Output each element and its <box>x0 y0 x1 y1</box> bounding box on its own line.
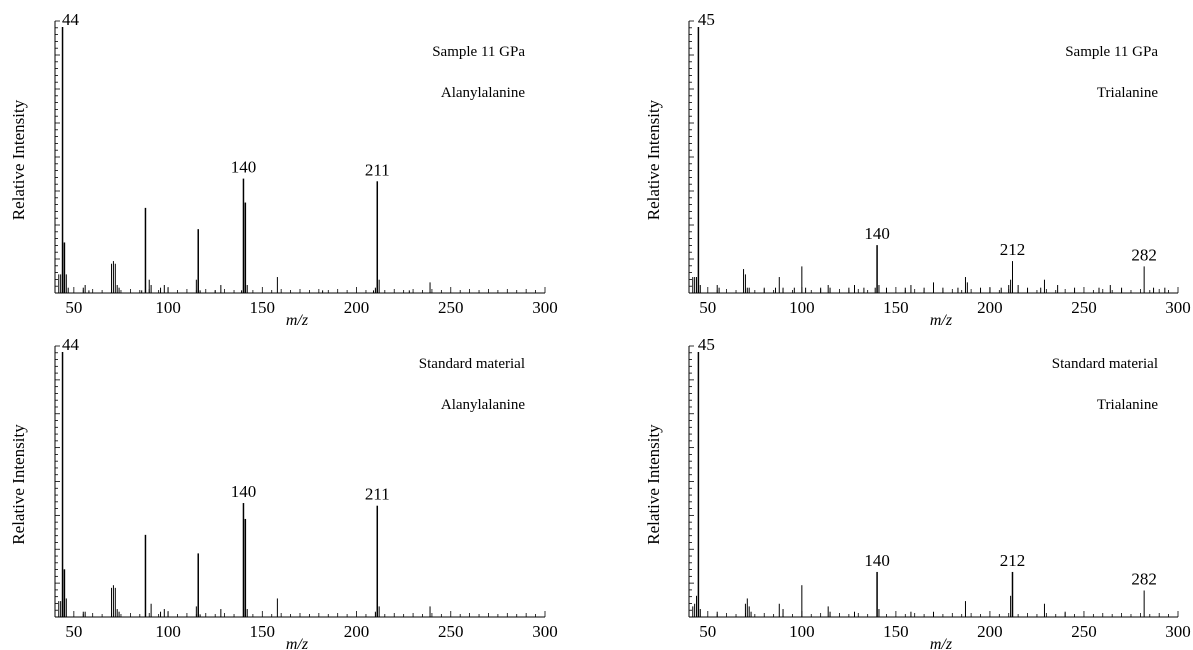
panel-annotation: Sample 11 GPa <box>432 44 525 60</box>
y-axis-label: Relative Intensity <box>644 99 663 220</box>
peak-label: 211 <box>365 485 390 504</box>
x-tick-label: 300 <box>532 622 558 641</box>
x-tick-label: 300 <box>1165 622 1191 641</box>
x-tick-label: 150 <box>883 298 909 317</box>
x-tick-label: 50 <box>699 622 716 641</box>
x-tick-label: 250 <box>1071 622 1097 641</box>
x-tick-label: 200 <box>344 298 370 317</box>
x-axis-label: m/z <box>930 636 953 650</box>
peak-label: 282 <box>1131 570 1157 589</box>
peak-label: 140 <box>231 482 257 501</box>
peak-label: 140 <box>864 224 890 243</box>
x-tick-label: 50 <box>65 298 82 317</box>
panel-annotation: Trialanine <box>1097 85 1158 101</box>
peak-label: 282 <box>1131 245 1157 264</box>
x-tick-label: 100 <box>789 622 815 641</box>
panel-annotation: Standard material <box>1052 356 1158 372</box>
x-axis-label: m/z <box>286 636 309 650</box>
peak-label: 44 <box>62 10 80 29</box>
panel-annotation: Alanylalanine <box>441 397 525 413</box>
x-tick-label: 300 <box>1165 298 1191 317</box>
spectrum-panel-bottom-left: 50 100 150 200 250 300 44 140 211 Standard materi… <box>9 335 558 650</box>
x-tick-label: 50 <box>699 298 716 317</box>
peak-label: 212 <box>1000 240 1026 259</box>
spectrum-panel-bottom-right: 50 100 150 200 250 300 45 140 212 282 Standard mat… <box>644 335 1191 650</box>
x-tick-label: 150 <box>250 298 276 317</box>
panel-annotation: Sample 11 GPa <box>1065 44 1158 60</box>
y-axis-label: Relative Intensity <box>9 424 28 545</box>
x-tick-label: 200 <box>344 622 370 641</box>
x-tick-label: 50 <box>65 622 82 641</box>
x-tick-label: 100 <box>155 622 181 641</box>
peak-label: 44 <box>62 335 80 354</box>
x-tick-label: 200 <box>977 298 1003 317</box>
x-tick-label: 300 <box>532 298 558 317</box>
x-tick-label: 150 <box>250 622 276 641</box>
x-tick-label: 100 <box>789 298 815 317</box>
panel-annotation: Standard material <box>419 356 525 372</box>
spectrum-panel-top-left: 50 100 150 200 250 300 44 140 211 Sample 11 GPa Al… <box>9 10 558 329</box>
y-axis-label: Relative Intensity <box>9 99 28 220</box>
x-tick-label: 150 <box>883 622 909 641</box>
peak-label: 140 <box>864 551 890 570</box>
peak-label: 45 <box>698 10 715 29</box>
peak-label: 212 <box>1000 551 1026 570</box>
x-tick-label: 250 <box>1071 298 1097 317</box>
x-tick-label: 250 <box>438 622 464 641</box>
x-tick-label: 100 <box>155 298 181 317</box>
x-axis-label: m/z <box>286 312 309 329</box>
peak-label: 45 <box>698 335 715 354</box>
x-axis-label: m/z <box>930 312 953 329</box>
panel-annotation: Trialanine <box>1097 397 1158 413</box>
peak-label: 211 <box>365 160 390 179</box>
spectrum-panel-top-right: 50 100 150 200 250 300 45 140 212 282 Sample 11 GP… <box>644 10 1191 329</box>
peak-label: 140 <box>231 158 257 177</box>
x-tick-label: 250 <box>438 298 464 317</box>
x-tick-label: 200 <box>977 622 1003 641</box>
panel-annotation: Alanylalanine <box>441 85 525 101</box>
y-axis-label: Relative Intensity <box>644 424 663 545</box>
